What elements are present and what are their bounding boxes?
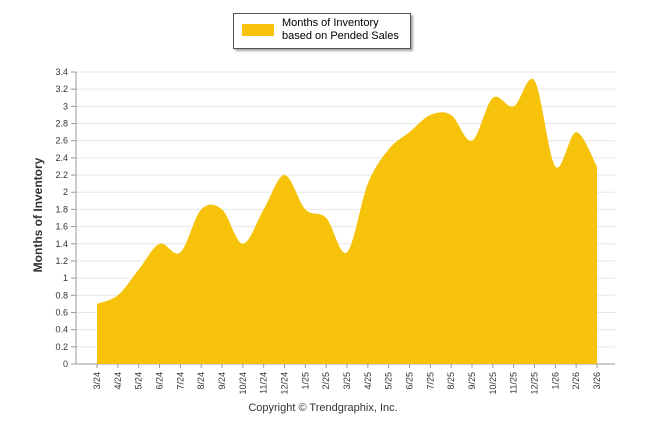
- y-tick-label: 0.2: [55, 342, 68, 352]
- data-point: [241, 242, 244, 245]
- x-tick-label: 7/25: [425, 372, 435, 390]
- x-tick-label: 10/25: [488, 372, 498, 395]
- x-tick-label: 11/25: [509, 372, 519, 394]
- data-point: [408, 131, 411, 134]
- x-tick-label: 5/24: [134, 372, 144, 390]
- y-tick-label: 0.4: [55, 325, 68, 335]
- x-tick-label: 3/26: [592, 372, 602, 390]
- data-point: [325, 217, 328, 220]
- x-tick-label: 1/25: [300, 372, 310, 390]
- x-tick-label: 8/25: [446, 372, 456, 390]
- x-tick-label: 12/25: [530, 372, 540, 395]
- data-point: [200, 208, 203, 211]
- x-tick-label: 9/25: [467, 372, 477, 390]
- legend-label: Months of Inventory based on Pended Sale…: [282, 17, 399, 42]
- y-tick-label: 3.4: [55, 67, 68, 77]
- data-point: [262, 208, 265, 211]
- data-point: [116, 294, 119, 297]
- data-point: [491, 96, 494, 99]
- data-point: [512, 105, 515, 108]
- x-tick-label: 11/24: [259, 372, 269, 394]
- data-point: [471, 139, 474, 142]
- x-tick-label: 6/24: [155, 372, 165, 390]
- x-tick-label: 9/24: [217, 372, 227, 390]
- x-tick-label: 3/25: [342, 372, 352, 390]
- legend: Months of Inventory based on Pended Sale…: [233, 13, 411, 49]
- data-point: [346, 251, 349, 254]
- y-tick-label: 1.2: [55, 256, 68, 266]
- data-point: [304, 208, 307, 211]
- data-point: [533, 79, 536, 82]
- x-tick-label: 7/24: [175, 372, 185, 390]
- y-tick-label: 2.8: [55, 119, 68, 129]
- y-tick-label: 0.8: [55, 290, 68, 300]
- x-tick-label: 10/24: [238, 372, 248, 395]
- y-tick-label: 1: [63, 273, 68, 283]
- data-point: [179, 251, 182, 254]
- x-tick-label: 2/26: [571, 372, 581, 390]
- x-tick-label: 4/24: [113, 372, 123, 390]
- y-tick-label: 1.6: [55, 222, 68, 232]
- x-tick-label: 4/25: [363, 372, 373, 390]
- y-tick-label: 2.2: [55, 170, 68, 180]
- y-axis-title: Months of Inventory: [31, 157, 45, 273]
- data-point: [387, 148, 390, 151]
- y-tick-label: 1.4: [55, 239, 68, 249]
- data-point: [221, 208, 224, 211]
- y-tick-label: 1.8: [55, 204, 68, 214]
- x-tick-label: 2/25: [321, 372, 331, 390]
- data-point: [96, 302, 99, 305]
- y-tick-label: 0: [63, 359, 68, 369]
- x-tick-label: 12/24: [280, 372, 290, 395]
- x-tick-label: 8/24: [196, 372, 206, 390]
- data-point: [366, 182, 369, 185]
- y-tick-label: 0.6: [55, 307, 68, 317]
- y-tick-label: 3: [63, 101, 68, 111]
- x-tick-label: 3/24: [92, 372, 102, 390]
- data-point: [283, 174, 286, 177]
- data-point: [554, 165, 557, 168]
- y-tick-label: 2.4: [55, 153, 68, 163]
- data-point: [575, 131, 578, 134]
- y-tick-label: 3.2: [55, 84, 68, 94]
- copyright-text: Copyright © Trendgraphix, Inc.: [248, 402, 398, 414]
- data-point: [158, 242, 161, 245]
- x-tick-label: 6/25: [405, 372, 415, 390]
- x-tick-label: 1/26: [550, 372, 560, 390]
- x-tick-label: 5/25: [384, 372, 394, 390]
- y-tick-label: 2.6: [55, 136, 68, 146]
- data-point: [450, 113, 453, 116]
- data-point: [137, 268, 140, 271]
- y-tick-label: 2: [63, 187, 68, 197]
- data-point: [429, 113, 432, 116]
- area-series: [97, 78, 597, 364]
- legend-swatch: [242, 24, 274, 36]
- data-point: [596, 165, 599, 168]
